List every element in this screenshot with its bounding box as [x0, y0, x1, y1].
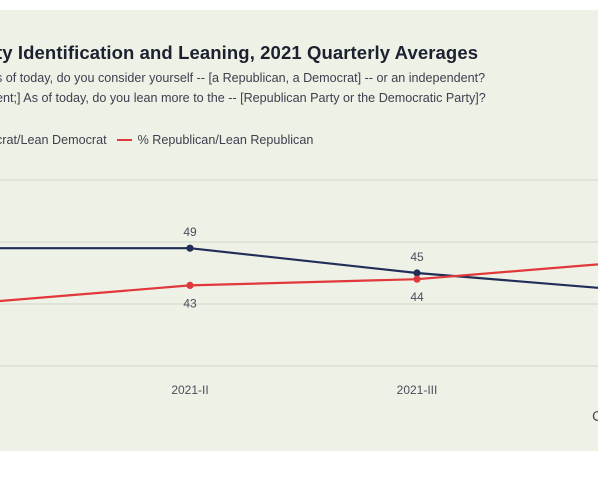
gridlines	[0, 179, 598, 367]
legend-label-democrat: crat/Lean Democrat	[0, 133, 107, 147]
series-line-democrat	[0, 247, 598, 289]
x-tick-label-2021-II: 2021-II	[171, 383, 208, 397]
data-label-democrat-2021-III: 45	[410, 250, 424, 264]
line-chart: 2021-II 2021-III 49 45 43 44 C	[0, 179, 598, 425]
chart-subtitle-line-2: ent;] As of today, do you lean more to t…	[0, 91, 486, 105]
chart-subtitle-line-1: s of today, do you consider yourself -- …	[0, 71, 486, 85]
x-tick-label-2021-III: 2021-III	[397, 383, 438, 397]
data-label-republican-2021-III: 44	[410, 290, 424, 304]
legend-label-republican: % Republican/Lean Republican	[137, 133, 314, 147]
data-point-republican-2021-II	[186, 281, 194, 289]
chart-title: ty Identification and Leaning, 2021 Quar…	[0, 42, 479, 63]
series-lines	[0, 247, 598, 303]
series-line-republican	[0, 263, 598, 303]
data-point-democrat-2021-II	[186, 244, 194, 252]
data-point-republican-2021-III	[413, 275, 421, 283]
data-labels: 49 45 43 44	[183, 225, 424, 310]
x-axis-tick-labels: 2021-II 2021-III	[171, 383, 437, 397]
chart-legend: crat/Lean Democrat % Republican/Lean Rep…	[0, 133, 313, 147]
data-point-democrat-2021-III	[413, 269, 421, 277]
cropped-edge-glyph: C	[592, 408, 598, 425]
chart-panel: ty Identification and Leaning, 2021 Quar…	[0, 10, 598, 451]
series-points	[186, 244, 421, 289]
data-label-democrat-2021-II: 49	[183, 225, 197, 239]
data-label-republican-2021-II: 43	[183, 296, 197, 310]
legend-swatch-republican	[116, 138, 132, 142]
